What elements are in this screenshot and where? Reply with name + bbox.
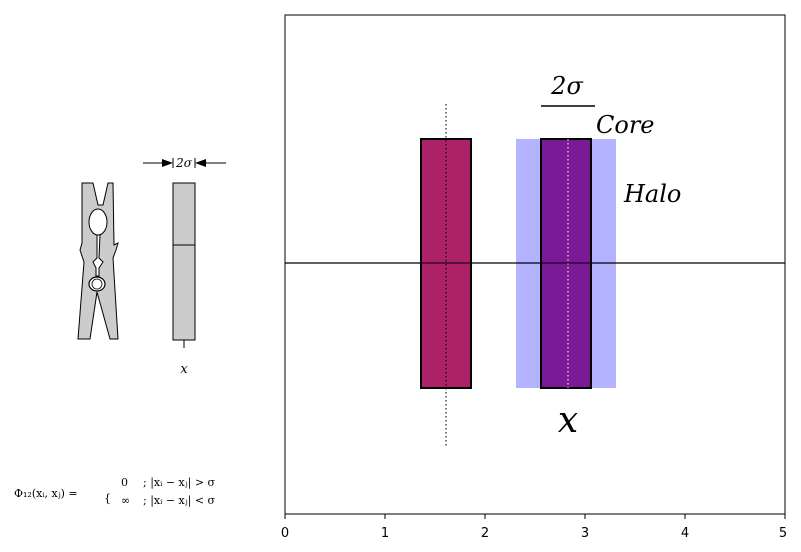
clothespin-illustration: 2σ x [77, 156, 226, 377]
formula-case1-value: 0 [121, 476, 128, 489]
core-label: Core [596, 111, 655, 139]
rod-x-label: x [180, 362, 188, 377]
x-tick-label: 3 [581, 526, 589, 541]
main-plot: 2σ Core Halo x 0 1 2 3 4 5 [281, 14, 787, 541]
formula-case2-condition: ; |xᵢ − xⱼ| < σ [143, 494, 216, 508]
x-tick-label: 5 [779, 526, 787, 541]
rod-schematic [172, 182, 196, 341]
x-tick-label: 0 [281, 526, 289, 541]
width-2sigma-label: 2σ [550, 72, 583, 100]
formula-brace: { [104, 492, 111, 505]
clothespin-slot [92, 234, 104, 277]
clothespin-spring-inner [91, 278, 103, 290]
position-x-label: x [558, 400, 578, 441]
potential-formula: Φ₁₂(xᵢ, xⱼ) = { 0 ; |xᵢ − xⱼ| > σ ∞ ; |x… [14, 476, 216, 508]
formula-case2-value: ∞ [121, 494, 130, 507]
x-axis: 0 1 2 3 4 5 [281, 514, 787, 541]
x-tick-label: 4 [681, 526, 689, 541]
halo-label: Halo [623, 180, 681, 208]
formula-case1-condition: ; |xᵢ − xⱼ| > σ [143, 476, 216, 490]
x-tick-label: 1 [381, 526, 389, 541]
width-label: 2σ [175, 156, 193, 170]
x-tick-label: 2 [481, 526, 489, 541]
formula-lhs: Φ₁₂(xᵢ, xⱼ) = [14, 487, 78, 500]
plot-frame [284, 14, 786, 515]
width-arrows [143, 158, 226, 168]
clothespin-hole-top [88, 208, 108, 236]
